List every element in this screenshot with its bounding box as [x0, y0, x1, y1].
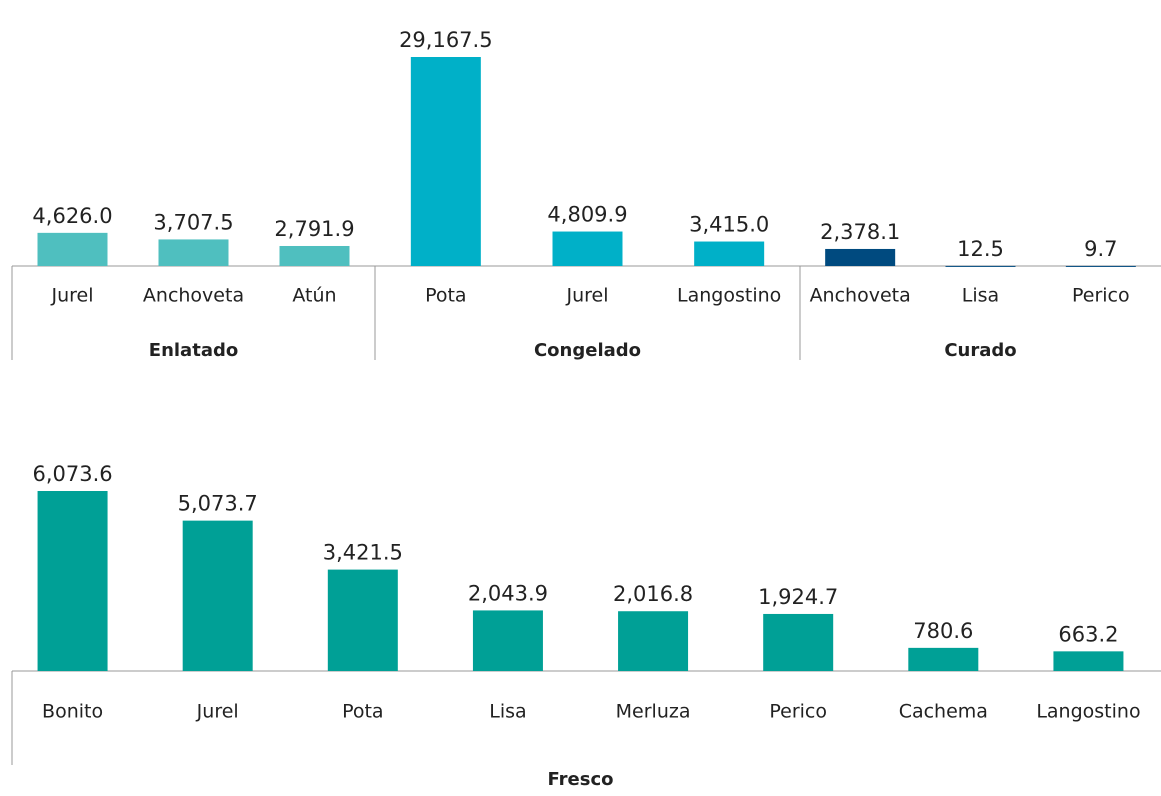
bar	[158, 239, 229, 266]
bar	[945, 265, 1016, 267]
bar	[37, 491, 108, 671]
category-label: Perico	[769, 701, 827, 723]
category-label: Cachema	[899, 701, 988, 723]
value-label: 4,626.0	[32, 204, 112, 228]
value-label: 3,415.0	[689, 213, 769, 237]
category-label: Atún	[292, 285, 336, 307]
category-label: Langostino	[677, 285, 781, 307]
value-label: 9.7	[1084, 237, 1117, 261]
value-label: 2,378.1	[820, 220, 900, 244]
category-label: Jurel	[565, 285, 608, 307]
value-label: 3,707.5	[153, 210, 233, 234]
group-label: Enlatado	[149, 340, 238, 361]
bar	[694, 241, 765, 266]
category-label: Lisa	[489, 701, 526, 723]
value-label: 5,073.7	[178, 492, 258, 516]
bar	[1053, 651, 1124, 671]
category-label: Pota	[425, 285, 467, 307]
bar	[472, 610, 543, 671]
category-label: Bonito	[42, 701, 103, 723]
bar	[1065, 265, 1136, 267]
bar	[37, 232, 108, 266]
group-label: Curado	[944, 340, 1016, 361]
category-label: Langostino	[1036, 701, 1140, 723]
value-label: 3,421.5	[323, 541, 403, 565]
value-label: 2,043.9	[468, 581, 548, 605]
bar	[618, 611, 689, 671]
category-label: Jurel	[196, 701, 239, 723]
bar	[552, 231, 623, 266]
category-label: Lisa	[962, 285, 999, 307]
value-label: 29,167.5	[399, 28, 493, 52]
bar	[279, 245, 350, 266]
category-label: Pota	[342, 701, 384, 723]
bar	[908, 647, 979, 671]
value-label: 6,073.6	[32, 462, 112, 486]
group-label: Fresco	[548, 769, 614, 790]
value-label: 780.6	[913, 619, 973, 643]
category-label: Perico	[1072, 285, 1130, 307]
bar	[327, 569, 398, 671]
value-label: 2,791.9	[274, 217, 354, 241]
category-label: Jurel	[50, 285, 93, 307]
category-label: Anchoveta	[810, 285, 911, 307]
category-label: Merluza	[616, 701, 691, 723]
bar	[825, 248, 896, 266]
category-label: Anchoveta	[143, 285, 244, 307]
value-label: 1,924.7	[758, 585, 838, 609]
bar	[410, 57, 481, 266]
bar	[182, 520, 253, 671]
bar	[763, 613, 834, 671]
value-label: 12.5	[957, 237, 1004, 261]
value-label: 4,809.9	[547, 203, 627, 227]
group-label: Congelado	[534, 340, 641, 361]
value-label: 2,016.8	[613, 582, 693, 606]
value-label: 663.2	[1058, 622, 1118, 646]
